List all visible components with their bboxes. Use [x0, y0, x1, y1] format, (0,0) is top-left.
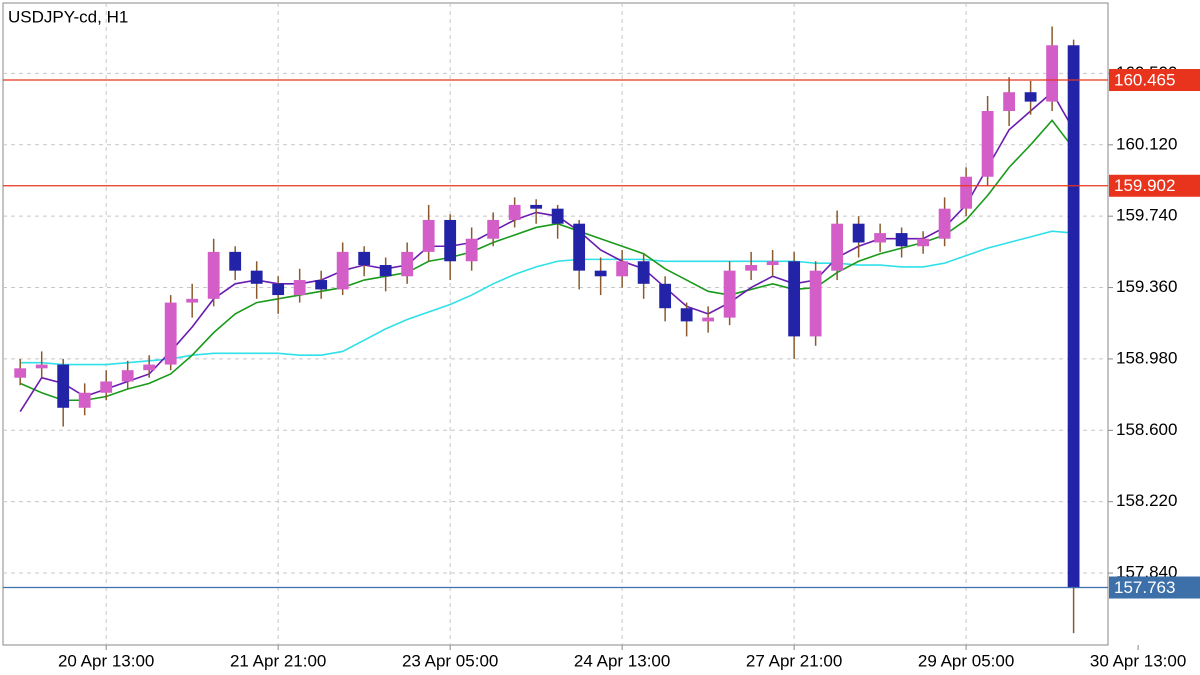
x-tick-label: 23 Apr 05:00 — [402, 651, 498, 670]
candle-body — [895, 233, 908, 247]
candle-body — [616, 261, 629, 277]
candle-body — [250, 270, 263, 284]
candle-body — [594, 270, 607, 277]
candle-body — [143, 364, 156, 371]
candle-body — [831, 223, 844, 271]
y-tick-label: 158.220 — [1116, 491, 1177, 510]
y-tick-label: 160.120 — [1116, 134, 1177, 153]
candle-body — [1067, 45, 1080, 589]
price-label-box — [1109, 174, 1200, 197]
candle-body — [745, 265, 758, 271]
plot-area — [3, 3, 1108, 645]
candle-body — [766, 261, 779, 266]
candle-body — [78, 392, 91, 408]
y-tick-label: 158.980 — [1116, 348, 1177, 367]
plot-border — [2, 2, 1109, 646]
candle-body — [938, 208, 951, 239]
candle-body — [14, 368, 27, 378]
candle-body — [444, 219, 457, 262]
price-label-box — [1109, 69, 1200, 92]
candle-body — [1046, 45, 1059, 102]
candle-body — [530, 204, 543, 209]
candle-body — [229, 251, 242, 271]
candle-body — [358, 251, 371, 266]
candle-body — [293, 280, 306, 296]
candle-body — [336, 251, 349, 290]
candle-body — [35, 364, 48, 369]
candle-body — [702, 317, 715, 322]
candle-body — [315, 280, 328, 290]
candle-body — [637, 261, 650, 284]
candle-body — [680, 308, 693, 322]
y-tick-label: 159.360 — [1116, 277, 1177, 296]
ma-line — [19, 119, 1075, 402]
candle-body — [1003, 92, 1016, 112]
price-label: 159.902 — [1114, 176, 1175, 195]
price-label: 157.763 — [1114, 578, 1175, 597]
candle-body — [379, 265, 392, 277]
x-tick-label: 27 Apr 21:00 — [746, 651, 842, 670]
candle-body — [186, 298, 199, 303]
x-tick-label: 29 Apr 05:00 — [918, 651, 1014, 670]
x-tick-label: 21 Apr 21:00 — [230, 651, 326, 670]
candle-body — [164, 302, 177, 365]
y-tick-label: 159.740 — [1116, 206, 1177, 225]
candle-body — [809, 270, 822, 337]
candle-body — [401, 251, 414, 277]
candle-body — [852, 223, 865, 243]
price-label-box — [1109, 576, 1200, 599]
candle-body — [1024, 92, 1037, 102]
candle-body — [487, 219, 500, 239]
candle-body — [788, 261, 801, 337]
candle-body — [121, 370, 134, 382]
x-tick-label: 24 Apr 13:00 — [574, 651, 670, 670]
candle-body — [723, 270, 736, 318]
chart-title: USDJPY-cd, H1 — [8, 7, 128, 26]
ma-line — [20, 230, 1074, 366]
candle-body — [917, 238, 930, 247]
candle-body — [465, 238, 478, 262]
candle-body — [551, 208, 564, 224]
candle-body — [573, 223, 586, 271]
candle-body — [207, 251, 220, 299]
candle-body — [100, 381, 113, 393]
candle-body — [960, 176, 973, 209]
y-tick-label: 158.600 — [1116, 420, 1177, 439]
candle-body — [508, 204, 521, 220]
x-tick-label: 30 Apr 13:00 — [1090, 651, 1186, 670]
x-tick-label: 20 Apr 13:00 — [58, 651, 154, 670]
candle-body — [422, 219, 435, 252]
candle-body — [981, 111, 994, 177]
candle-body — [874, 233, 887, 243]
candle-body — [57, 364, 70, 408]
candle-body — [659, 283, 672, 309]
candle-body — [272, 283, 285, 296]
price-label: 160.465 — [1114, 70, 1175, 89]
